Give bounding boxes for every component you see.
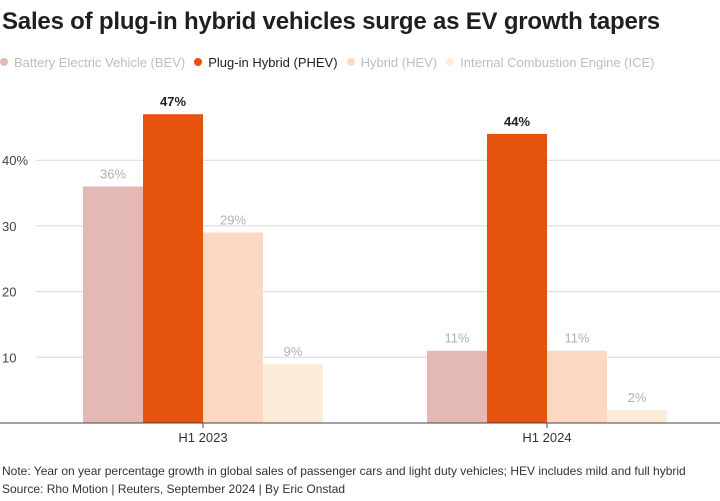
bar-bev-1: [427, 350, 487, 423]
y-tick-label-30: 30: [2, 219, 16, 234]
legend-swatch-phev: [194, 58, 203, 66]
legend-swatch-ice: [446, 58, 455, 66]
data-label-bev-0: 36%: [100, 166, 126, 181]
data-label-ice-1: 2%: [628, 390, 647, 405]
bar-bev-0: [83, 186, 143, 423]
data-label-hev-1: 11%: [564, 331, 589, 346]
data-label-ice-0: 9%: [284, 344, 303, 359]
legend-item-hev: Hybrid (HEV): [346, 54, 438, 70]
y-tick-label-40: 40%: [2, 153, 28, 168]
footnote: Note: Year on year percentage growth in …: [2, 464, 686, 478]
legend-label-phev: Plug-in Hybrid (PHEV): [208, 54, 338, 70]
legend-swatch-hev: [346, 58, 355, 66]
x-tick-label-0: H1 2023: [178, 430, 227, 445]
data-label-phev-0: 47%: [160, 94, 186, 109]
legend-label-bev: Battery Electric Vehicle (BEV): [14, 54, 186, 70]
y-tick-label-20: 20: [2, 285, 16, 300]
chart-title: Sales of plug-in hybrid vehicles surge a…: [2, 8, 660, 35]
legend: Battery Electric Vehicle (BEV) Plug-in H…: [0, 53, 664, 71]
legend-label-hev: Hybrid (HEV): [360, 54, 438, 70]
bar-hev-0: [203, 232, 263, 423]
legend-label-ice: Internal Combustion Engine (ICE): [460, 54, 655, 70]
legend-item-ice: Internal Combustion Engine (ICE): [446, 54, 655, 70]
legend-swatch-bev: [0, 58, 8, 66]
source-credit: Source: Rho Motion | Reuters, September …: [2, 482, 346, 496]
data-label-phev-1: 44%: [504, 114, 530, 129]
legend-item-bev: Battery Electric Vehicle (BEV): [0, 55, 185, 70]
data-label-bev-1: 11%: [444, 331, 469, 346]
x-tick-label-1: H1 2024: [522, 430, 571, 445]
legend-item-phev: Plug-in Hybrid (PHEV): [194, 54, 338, 70]
bar-phev-1: [487, 133, 547, 424]
data-label-hev-0: 29%: [220, 212, 246, 227]
y-tick-label-10: 10: [2, 350, 16, 365]
bar-hev-1: [547, 350, 607, 423]
bar-phev-0: [143, 114, 203, 424]
bar-ice-1: [607, 409, 667, 423]
bar-ice-0: [263, 363, 323, 423]
